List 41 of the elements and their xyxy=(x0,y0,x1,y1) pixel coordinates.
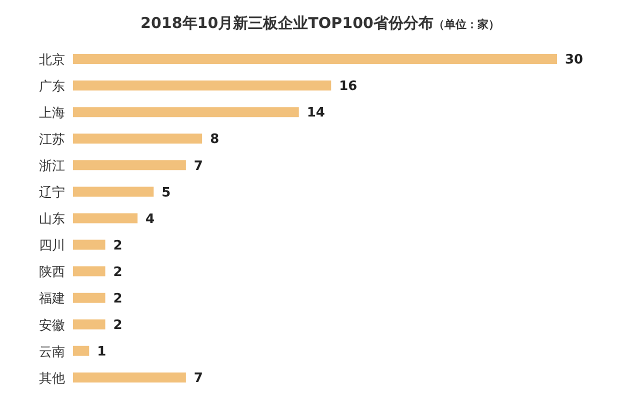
bar xyxy=(73,134,202,144)
bar xyxy=(73,346,90,356)
bar xyxy=(73,54,557,64)
bar xyxy=(73,186,154,197)
bar xyxy=(73,266,106,276)
y-tick-label: 四川 xyxy=(39,238,65,254)
data-label: 2 xyxy=(113,264,122,280)
bar xyxy=(73,240,106,250)
data-label: 14 xyxy=(306,106,325,121)
data-label: 4 xyxy=(146,212,155,227)
y-tick-label: 北京 xyxy=(39,52,65,68)
chart-subtitle: （单位：家） xyxy=(433,18,500,31)
bar xyxy=(73,213,138,224)
data-label: 2 xyxy=(113,238,122,254)
y-tick-label: 福建 xyxy=(39,292,65,307)
y-tick-label: 江苏 xyxy=(39,132,65,148)
bar xyxy=(73,80,332,91)
data-label: 30 xyxy=(565,52,584,68)
data-label: 1 xyxy=(97,344,106,360)
y-tick-label: 云南 xyxy=(39,344,65,360)
bar xyxy=(73,160,186,170)
y-tick-label: 山东 xyxy=(39,212,65,228)
data-label: 7 xyxy=(194,158,203,174)
data-label: 7 xyxy=(194,371,203,386)
y-tick-label: 上海 xyxy=(39,106,65,121)
data-label: 2 xyxy=(113,291,122,306)
data-label: 5 xyxy=(162,185,171,200)
y-tick-label: 广东 xyxy=(39,79,65,94)
bar xyxy=(73,319,106,330)
bar xyxy=(73,372,186,382)
bar xyxy=(73,292,106,303)
y-tick-label: 安徽 xyxy=(39,317,65,334)
y-tick-label: 辽宁 xyxy=(39,184,65,201)
chart-title: 2018年10月新三板企业TOP100省份分布 xyxy=(140,14,434,32)
data-label: 2 xyxy=(113,318,122,333)
y-tick-label: 陕西 xyxy=(39,265,65,280)
data-label: 8 xyxy=(210,132,220,148)
bar xyxy=(73,107,299,118)
y-tick-label: 浙江 xyxy=(39,159,65,174)
data-label: 16 xyxy=(339,79,358,94)
y-tick-label: 其他 xyxy=(39,371,65,386)
